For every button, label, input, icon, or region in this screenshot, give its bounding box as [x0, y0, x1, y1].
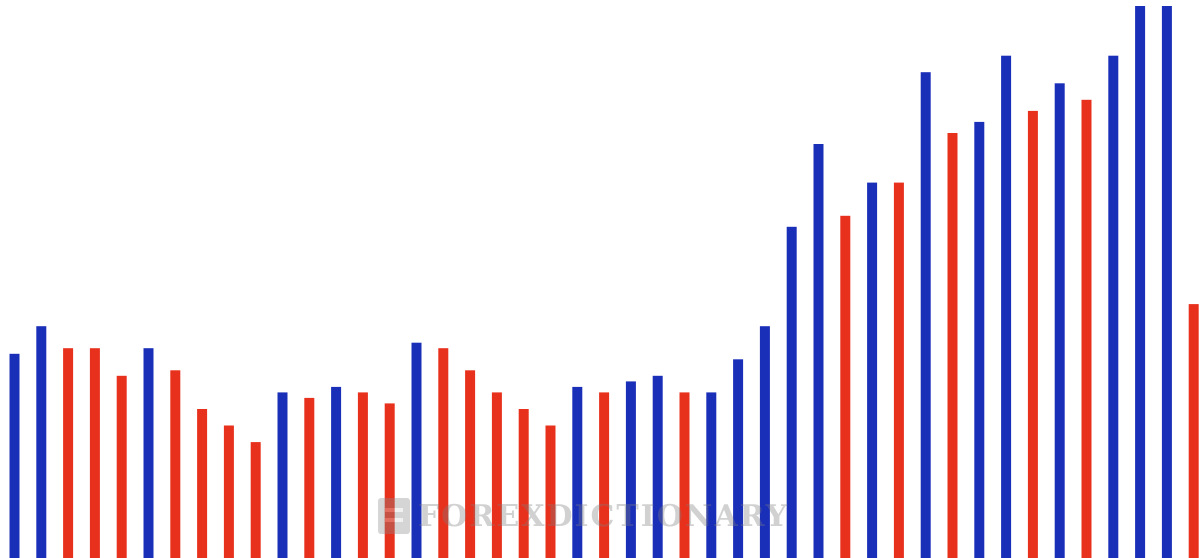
- volume-bar-2: [36, 326, 47, 558]
- volume-bar-35: [920, 72, 931, 558]
- volume-bar-29: [759, 326, 770, 558]
- volume-bar-22: [572, 386, 583, 558]
- volume-bar-14: [357, 392, 368, 558]
- volume-bar-19: [491, 392, 502, 558]
- volume-bar-41: [1081, 99, 1092, 558]
- volume-bar-9: [223, 425, 234, 558]
- volume-bar-12: [304, 397, 315, 558]
- volume-bar-7: [170, 370, 181, 558]
- volume-bar-33: [867, 182, 878, 558]
- volume-bar-28: [733, 359, 744, 558]
- volume-bar-16: [411, 342, 422, 558]
- volume-bar-30: [786, 226, 797, 558]
- volume-bar-36: [947, 133, 958, 558]
- volume-bar-17: [438, 348, 449, 558]
- volume-bar-38: [1001, 55, 1012, 558]
- watermark: FOREXDICTIONARY: [378, 496, 789, 536]
- volume-bar-31: [813, 144, 824, 558]
- volume-bar-23: [599, 392, 610, 558]
- volume-bar-13: [331, 386, 342, 558]
- volume-bar-27: [706, 392, 717, 558]
- volume-bar-10: [250, 442, 261, 558]
- volume-bar-15: [384, 403, 395, 558]
- volume-bar-18: [465, 370, 476, 558]
- volume-bar-32: [840, 215, 851, 558]
- volume-bar-44: [1161, 6, 1172, 558]
- volume-bar-43: [1135, 6, 1146, 558]
- volume-bar-6: [143, 348, 154, 558]
- volume-bar-3: [63, 348, 74, 558]
- forexdictionary-logo-icon: [378, 498, 410, 534]
- volume-bar-11: [277, 392, 288, 558]
- volume-bar-5: [116, 375, 127, 558]
- volume-bar-21: [545, 425, 556, 558]
- volume-bar-25: [652, 375, 663, 558]
- volume-bar-1: [9, 353, 20, 558]
- volume-bar-39: [1027, 110, 1038, 558]
- volume-bar-26: [679, 392, 690, 558]
- volume-bar-45: [1188, 304, 1199, 558]
- volume-bar-34: [893, 182, 904, 558]
- volume-bar-24: [625, 381, 636, 558]
- watermark-text: FOREXDICTIONARY: [418, 498, 790, 534]
- volume-bar-37: [974, 121, 985, 558]
- volume-bar-4: [89, 348, 100, 558]
- volume-bar-20: [518, 409, 529, 558]
- volume-bar-40: [1054, 83, 1065, 558]
- volume-bar-8: [197, 409, 208, 558]
- volume-bar-42: [1108, 55, 1119, 558]
